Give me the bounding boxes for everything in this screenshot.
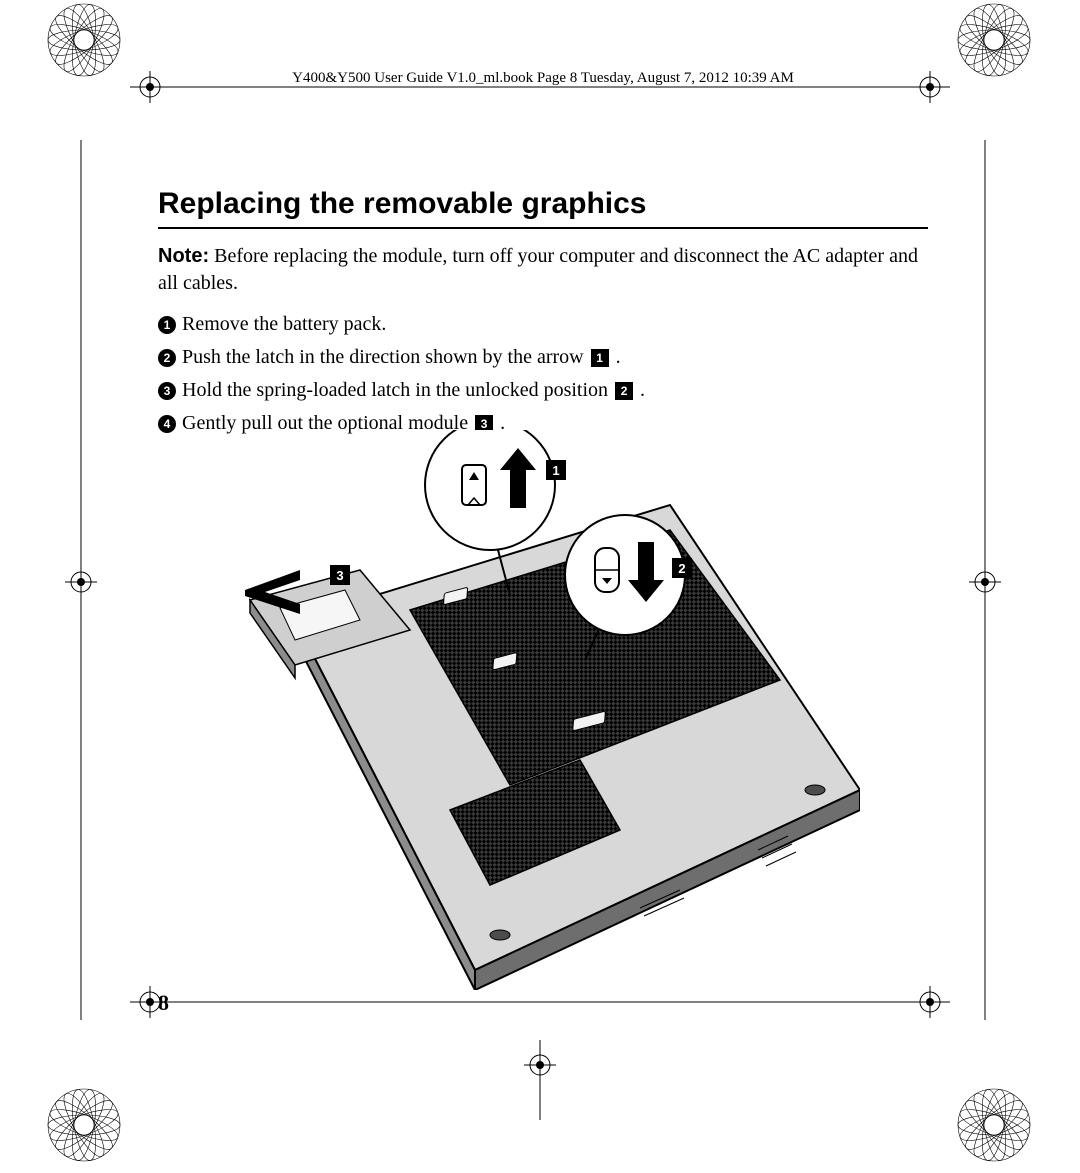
steps-list: 1 Remove the battery pack. 2 Push the latc… [158,309,928,439]
step-text: Hold the spring-loaded latch in the unlo… [182,379,613,401]
book-header: Y400&Y500 User Guide V1.0_ml.book Page 8… [158,70,928,87]
step-1: 1 Remove the battery pack. [158,309,928,340]
callout-3-marker: 3 [330,565,350,585]
callout-ref-icon: 1 [591,349,609,367]
note-label: Note: [158,245,209,267]
content-area: Y400&Y500 User Guide V1.0_ml.book Page 8… [158,70,928,441]
svg-text:2: 2 [678,561,685,576]
page-title: Replacing the removable graphics [158,187,928,229]
step-num-icon: 1 [158,316,176,334]
step-3: 3 Hold the spring-loaded latch in the unl… [158,375,928,406]
step-2: 2 Push the latch in the direction shown b… [158,342,928,373]
page-number: 8 [158,990,169,1016]
page: Y400&Y500 User Guide V1.0_ml.book Page 8… [0,0,1080,1173]
step-num-icon: 4 [158,415,176,433]
callout-1-marker: 1 [546,460,566,480]
step-num-icon: 2 [158,349,176,367]
svg-text:3: 3 [336,568,343,583]
note-body: Before replacing the module, turn off yo… [158,245,918,294]
note-paragraph: Note: Before replacing the module, turn … [158,243,928,297]
step-text: Remove the battery pack. [182,313,386,335]
step-text: . [635,379,645,401]
callout-ref-icon: 2 [615,382,633,400]
step-text: Push the latch in the direction shown by… [182,346,589,368]
step-num-icon: 3 [158,382,176,400]
svg-text:1: 1 [552,463,559,478]
callout-2-marker: 2 [672,558,692,578]
diagram-figure: 1 2 3 [240,430,860,990]
step-text: . [611,346,621,368]
